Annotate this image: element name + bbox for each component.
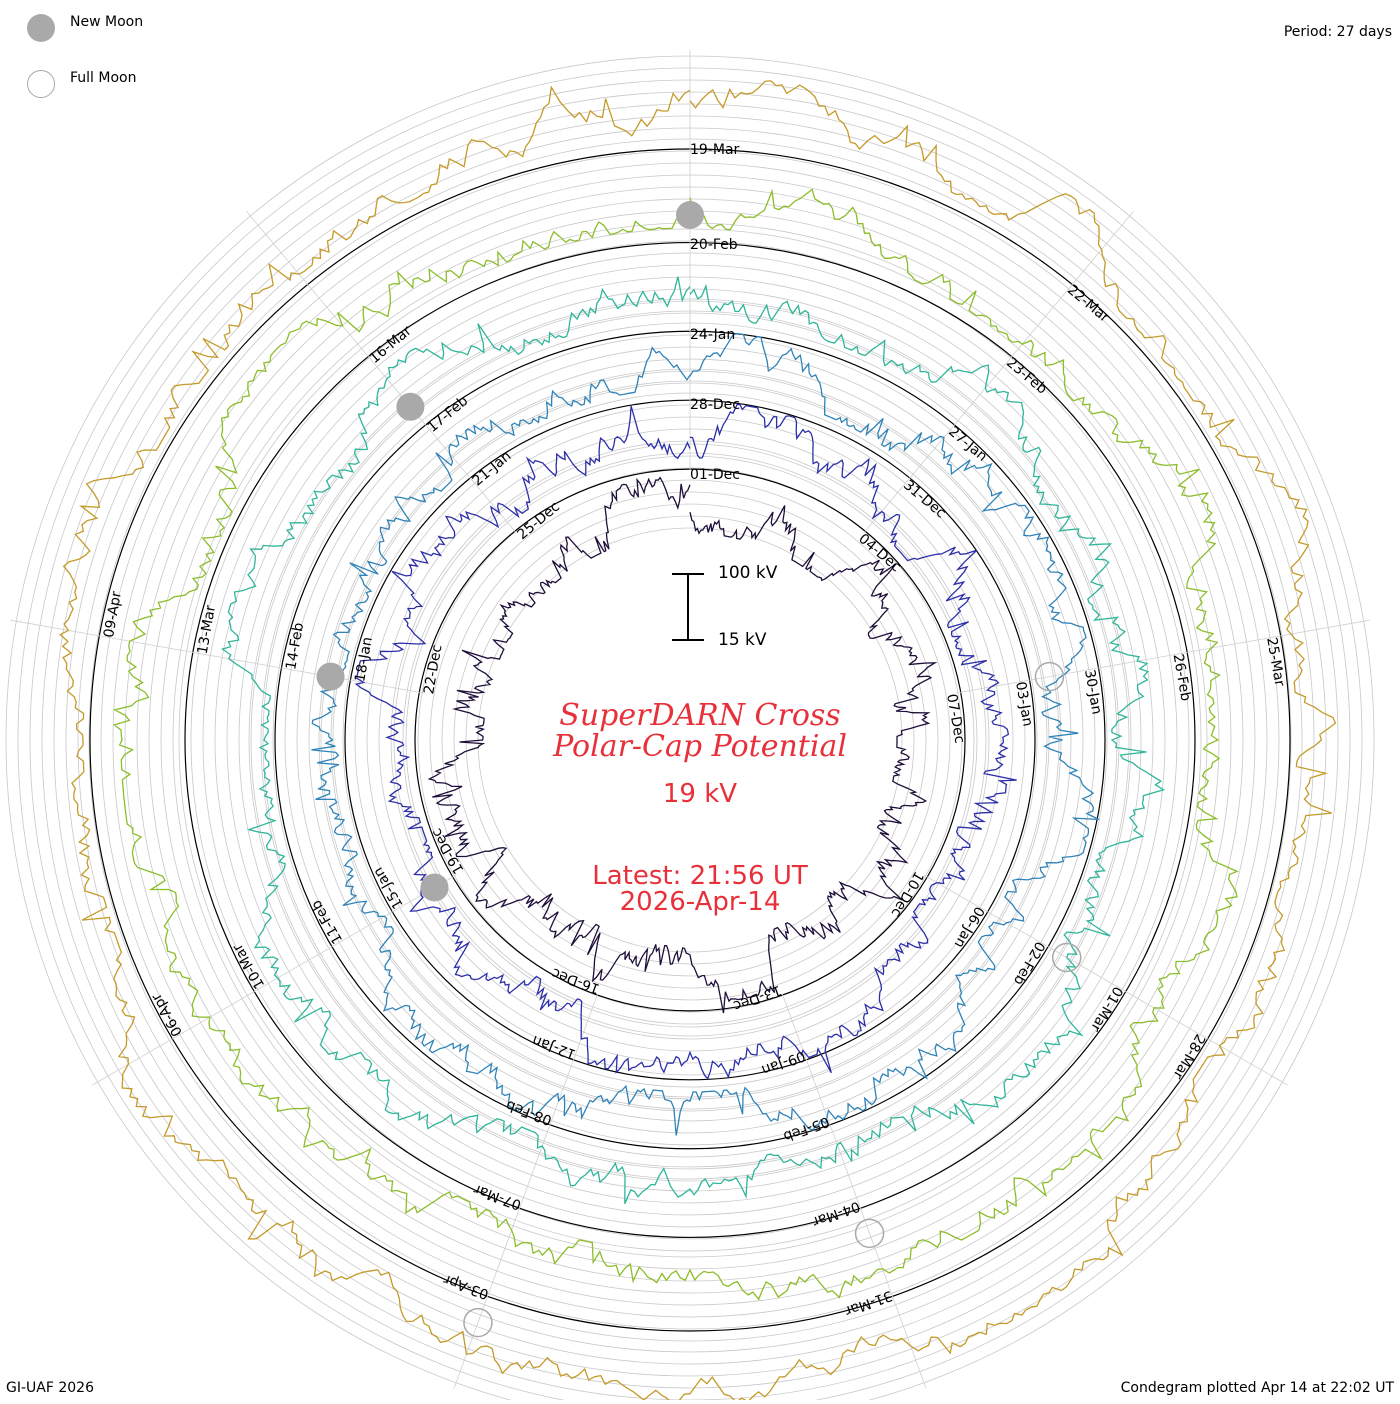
date-tick-label: 17-Feb [425, 393, 472, 436]
potential-trace-2 [354, 403, 1017, 1080]
date-tick-label: 03-Jan [1012, 680, 1036, 727]
date-tick-label: 06-Apr [149, 990, 186, 1039]
radial-spoke [955, 619, 1370, 694]
date-tick-label: 25-Dec [514, 499, 563, 543]
date-tick-label: 13-Dec [731, 982, 783, 1014]
scale-bar-bottom-label: 15 kV [718, 630, 767, 650]
radial-spoke [246, 211, 517, 534]
chart-title-line2: Polar-Cap Potential [553, 729, 847, 764]
footer-credit: GI-UAF 2026 [6, 1380, 94, 1396]
radial-spoke [781, 993, 927, 1389]
date-tick-label: 20-Feb [690, 237, 738, 253]
grid-ring [441, 491, 939, 989]
potential-trace-3 [311, 332, 1100, 1136]
date-tick-label: 09-Apr [101, 590, 125, 639]
potential-trace-6 [59, 80, 1337, 1404]
date-tick-label: 22-Mar [1064, 282, 1112, 326]
date-tick-label: 12-Jan [530, 1032, 578, 1063]
date-tick-label: 04-Mar [810, 1198, 862, 1230]
date-tick-label: 25-Mar [1263, 636, 1287, 688]
radial-spoke [863, 211, 1134, 534]
scale-bar-top-label: 100 kV [718, 563, 778, 583]
radial-spoke [923, 874, 1288, 1086]
date-tick-label: 11-Feb [308, 897, 346, 946]
date-tick-label: 10-Mar [230, 941, 269, 992]
date-tick-label: 22-Dec [421, 643, 445, 695]
radial-spoke [453, 993, 599, 1389]
potential-trace-1 [427, 476, 938, 1014]
full-moon-marker [854, 1218, 885, 1249]
scale-bar [687, 573, 689, 641]
date-tick-label: 28-Dec [690, 397, 740, 413]
radial-spoke [10, 619, 425, 694]
new-moon-legend-label: New Moon [70, 14, 144, 30]
new-moon-marker [396, 392, 425, 421]
new-moon-legend-icon [27, 14, 55, 42]
radial-spoke [92, 874, 457, 1086]
period-label: Period: 27 days [1283, 24, 1392, 40]
full-moon-legend-icon [27, 70, 55, 98]
date-tick-label: 18-Jan [352, 636, 376, 683]
full-moon-marker [1051, 942, 1082, 973]
date-tick-label: 05-Feb [781, 1113, 831, 1144]
date-tick-label: 07-Mar [471, 1181, 523, 1213]
grid-ring [465, 515, 915, 965]
date-tick-label: 19-Mar [690, 142, 740, 158]
latest-time: Latest: 21:56 UT [592, 861, 808, 891]
potential-trace-5 [112, 188, 1239, 1301]
full-moon-marker [1034, 661, 1065, 692]
date-tick-label: 30-Jan [1081, 668, 1105, 715]
new-moon-marker [316, 662, 345, 691]
potential-trace-4 [221, 276, 1166, 1204]
footer-plotted: Condegram plotted Apr 14 at 22:02 UT [1120, 1380, 1394, 1396]
date-tick-label: 16-Mar [367, 323, 415, 367]
scale-bar-top-tick [672, 573, 704, 575]
chart-title-line1: SuperDARN Cross [559, 698, 841, 733]
current-value: 19 kV [662, 779, 738, 809]
scale-bar-bottom-tick [672, 639, 704, 641]
full-moon-legend-label: Full Moon [70, 70, 137, 86]
date-tick-label: 01-Dec [690, 467, 740, 483]
date-tick-label: 04-Dec [855, 531, 904, 575]
date-tick-label: 14-Feb [283, 621, 307, 671]
full-moon-marker [463, 1307, 493, 1338]
new-moon-marker [420, 873, 449, 902]
grid-ring [453, 503, 927, 977]
latest-date: 2026-Apr-14 [619, 887, 781, 917]
grid-rings [5, 55, 1375, 1404]
date-tick-label: 28-Mar [1169, 1031, 1208, 1082]
date-tick-label: 24-Jan [690, 327, 735, 343]
date-tick-label: 23-Feb [1003, 355, 1050, 398]
new-moon-marker [676, 201, 704, 229]
grid-ring [429, 479, 951, 1001]
